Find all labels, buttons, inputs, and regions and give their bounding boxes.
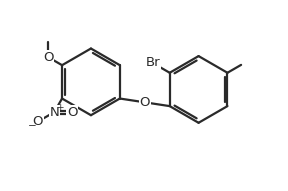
Text: N: N [49, 106, 59, 119]
Text: Br: Br [145, 56, 160, 69]
Text: +: + [56, 103, 63, 112]
Text: O: O [139, 96, 150, 109]
Text: −: − [27, 121, 36, 130]
Text: O: O [33, 115, 43, 128]
Text: O: O [43, 51, 54, 64]
Text: O: O [67, 106, 78, 119]
